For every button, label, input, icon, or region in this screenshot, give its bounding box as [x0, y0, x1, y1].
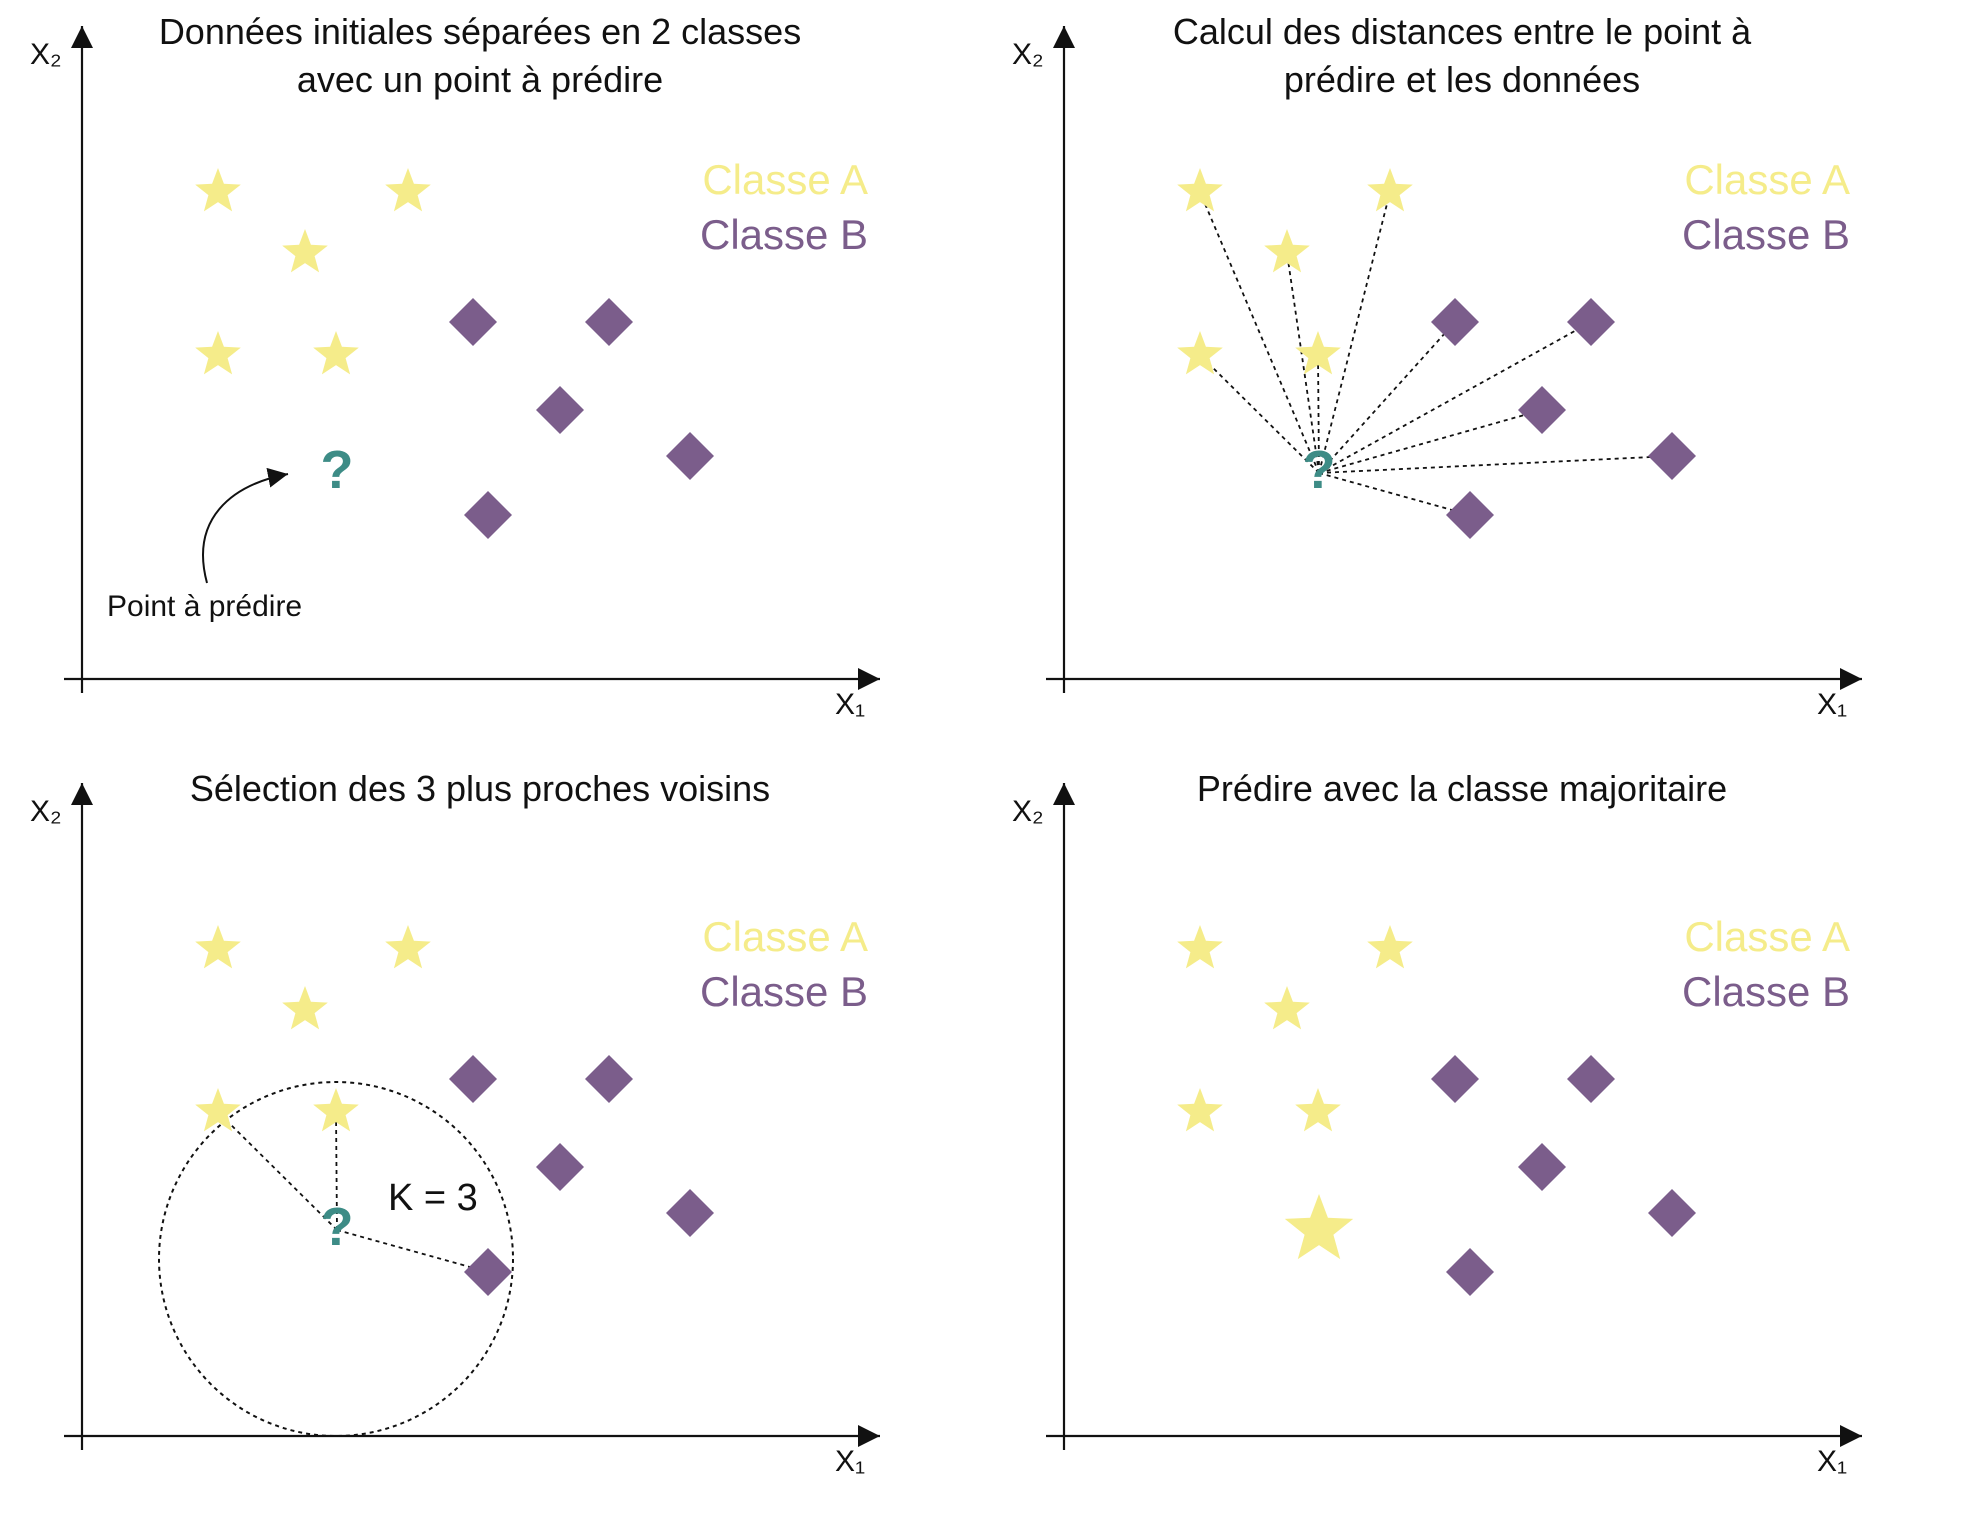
- diamond-icon: [1446, 491, 1494, 539]
- star-icon: [1295, 1088, 1341, 1132]
- panel-majority-vote: Prédire avec la classe majoritaire X₂ X₁…: [982, 757, 1964, 1514]
- x-axis-label: X₁: [1817, 1445, 1848, 1478]
- k-value-label: K = 3: [388, 1177, 478, 1219]
- neighbor-line: [335, 1111, 338, 1231]
- star-icon: [195, 331, 241, 375]
- panel-title: Calcul des distances entre le point à pr…: [1172, 11, 1752, 100]
- legend-class-b: Classe B: [1682, 968, 1851, 1015]
- y-axis-label: X₂: [30, 38, 62, 71]
- diamond-icon: [585, 298, 633, 346]
- distance-line: [1318, 472, 1471, 516]
- legend-class-b: Classe B: [1682, 211, 1851, 258]
- distance-line: [1318, 321, 1592, 474]
- legend-class-a: Classe A: [1684, 913, 1851, 960]
- plot-area: [1046, 783, 1862, 1450]
- distance-line: [1286, 252, 1320, 474]
- question-mark-icon: ?: [1302, 440, 1336, 500]
- panel-title: Données initiales séparées en 2 classes …: [158, 11, 802, 100]
- diamond-icon: [1446, 1248, 1494, 1296]
- distance-line: [1318, 321, 1456, 474]
- diamond-icon: [1431, 1055, 1479, 1103]
- diamond-icon: [1648, 432, 1696, 480]
- legend-class-b: Classe B: [700, 211, 869, 258]
- plot-area: [64, 26, 880, 693]
- star-icon: [1177, 168, 1223, 212]
- legend: Classe A Classe B: [700, 152, 868, 262]
- panel-title: Sélection des 3 plus proches voisins: [189, 768, 771, 809]
- legend-class-a: Classe A: [1684, 156, 1851, 203]
- neighbor-line: [217, 1111, 338, 1231]
- x-axis-label: X₁: [835, 1445, 866, 1478]
- diamond-icon: [1648, 1189, 1696, 1237]
- star-icon: [1367, 168, 1413, 212]
- distance-line: [1317, 354, 1320, 474]
- legend-class-a: Classe A: [702, 156, 869, 203]
- point-to-predict-label: Point à prédire: [107, 590, 303, 623]
- diamond-icon: [536, 386, 584, 434]
- diamond-icon: [464, 491, 512, 539]
- diamond-icon: [666, 432, 714, 480]
- diamond-icon: [449, 298, 497, 346]
- diamond-icon: [666, 1189, 714, 1237]
- distance-line: [1318, 455, 1673, 474]
- distance-line: [1199, 191, 1320, 474]
- diamond-icon: [585, 1055, 633, 1103]
- diamond-icon: [1431, 298, 1479, 346]
- star-icon: [385, 925, 431, 969]
- legend: Classe A Classe B: [1682, 909, 1850, 1019]
- distance-line: [1318, 409, 1543, 474]
- plot-area: [64, 783, 880, 1450]
- distance-line: [1199, 354, 1320, 474]
- star-icon: [313, 1088, 359, 1132]
- star-icon: [195, 168, 241, 212]
- x-axis-label: X₁: [835, 688, 866, 721]
- diamond-icon: [1518, 1143, 1566, 1191]
- diamond-icon: [1518, 386, 1566, 434]
- star-icon: [1177, 1088, 1223, 1132]
- legend: Classe A Classe B: [700, 909, 868, 1019]
- star-icon: [1295, 331, 1341, 375]
- question-mark-icon: ?: [320, 1197, 354, 1257]
- star-icon: [1264, 229, 1310, 273]
- y-axis-label: X₂: [1012, 795, 1044, 828]
- panel-nearest-neighbors: Sélection des 3 plus proches voisins X₂ …: [0, 757, 982, 1514]
- y-axis-label: X₂: [30, 795, 62, 828]
- diamond-icon: [464, 1248, 512, 1296]
- legend: Classe A Classe B: [1682, 152, 1850, 262]
- y-axis-label: X₂: [1012, 38, 1044, 71]
- star-icon: [195, 1088, 241, 1132]
- panel-distances: Calcul des distances entre le point à pr…: [982, 0, 1964, 757]
- star-icon: [195, 925, 241, 969]
- star-icon: [1177, 925, 1223, 969]
- pointer-arrow: [202, 467, 289, 584]
- panel-initial-data: Données initiales séparées en 2 classes …: [0, 0, 982, 757]
- star-icon: [1177, 331, 1223, 375]
- diamond-icon: [1567, 298, 1615, 346]
- legend-class-a: Classe A: [702, 913, 869, 960]
- plot-area: [1046, 26, 1862, 693]
- predicted-star-icon: [1284, 1194, 1354, 1260]
- star-icon: [282, 229, 328, 273]
- star-icon: [385, 168, 431, 212]
- legend-class-b: Classe B: [700, 968, 869, 1015]
- diamond-icon: [536, 1143, 584, 1191]
- diamond-icon: [1567, 1055, 1615, 1103]
- panel-title: Prédire avec la classe majoritaire: [1196, 768, 1728, 809]
- star-icon: [1264, 986, 1310, 1030]
- star-icon: [282, 986, 328, 1030]
- star-icon: [1367, 925, 1413, 969]
- k-neighborhood-circle: [158, 1081, 514, 1437]
- x-axis-label: X₁: [1817, 688, 1848, 721]
- diamond-icon: [449, 1055, 497, 1103]
- neighbor-line: [336, 1229, 489, 1273]
- question-mark-icon: ?: [320, 440, 354, 500]
- star-icon: [313, 331, 359, 375]
- distance-line: [1318, 191, 1391, 474]
